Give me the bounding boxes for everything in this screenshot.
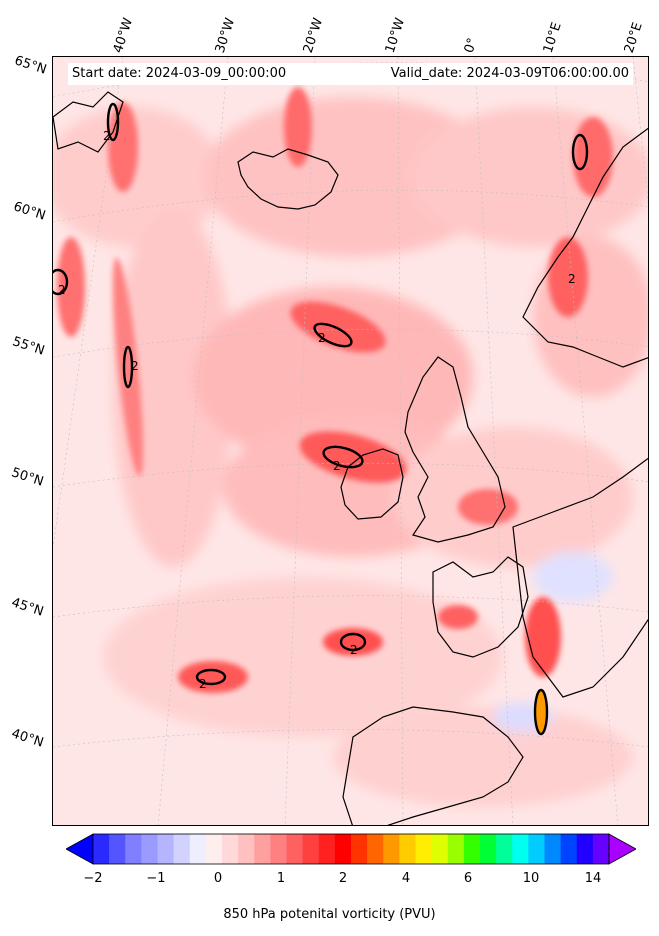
colorbar-tick-label: 14 bbox=[584, 871, 602, 886]
colorbar-swatch bbox=[560, 834, 578, 864]
colorbar-tick-label: 4 bbox=[401, 871, 411, 886]
britain-coast bbox=[404, 356, 506, 543]
colorbar-swatch bbox=[238, 834, 255, 864]
colorbar-swatch bbox=[480, 834, 497, 864]
colorbar-swatch bbox=[431, 834, 449, 864]
contour-label: 2 bbox=[199, 677, 207, 691]
pv-field-map bbox=[53, 57, 648, 825]
norway-coast bbox=[522, 127, 648, 368]
lon-label-20e: 20°E bbox=[621, 20, 646, 55]
lon-label-20w: 20°W bbox=[300, 16, 327, 55]
contour-label: 2 bbox=[318, 331, 326, 345]
lon-label-10e: 10°E bbox=[540, 20, 565, 55]
pv-2-contours bbox=[53, 102, 589, 736]
colorbar-swatch bbox=[93, 834, 110, 864]
colorbar-swatch bbox=[576, 834, 594, 864]
contour-label: 2 bbox=[103, 129, 111, 143]
colorbar-swatch bbox=[415, 834, 433, 864]
contour-label: 2 bbox=[58, 283, 66, 297]
colorbar-swatch bbox=[205, 834, 223, 864]
colorbar-swatch bbox=[254, 834, 271, 864]
europe-mainland bbox=[512, 457, 648, 698]
colorbar-tick-label: 10 bbox=[522, 871, 540, 886]
colorbar-swatch bbox=[399, 834, 416, 864]
colorbar-swatch bbox=[592, 834, 610, 864]
colorbar-swatch bbox=[302, 834, 320, 864]
colorbar-swatch bbox=[157, 834, 175, 864]
lat-label-40n: 40°N bbox=[9, 726, 46, 751]
colorbar bbox=[66, 833, 636, 865]
colorbar-tick-label: 1 bbox=[276, 871, 286, 886]
colorbar-swatch bbox=[286, 834, 304, 864]
colorbar-tick-label: 2 bbox=[338, 871, 348, 886]
colorbar-swatch bbox=[125, 834, 142, 864]
colorbar-swatch bbox=[189, 834, 207, 864]
colorbar-swatch bbox=[109, 834, 126, 864]
coastlines bbox=[53, 91, 648, 825]
colorbar-tick-label: −2 bbox=[83, 871, 103, 886]
colorbar-swatch bbox=[141, 834, 158, 864]
contour-label: 2 bbox=[350, 643, 358, 657]
info-bar: Start date: 2024-03-09_00:00:00 Valid_da… bbox=[68, 63, 633, 85]
colorbar-swatch bbox=[318, 834, 336, 864]
colorbar-swatch bbox=[334, 834, 352, 864]
iberia-coast bbox=[342, 706, 524, 825]
ireland-coast bbox=[340, 448, 404, 520]
colorbar-over-arrow bbox=[608, 833, 636, 865]
pv-maxima bbox=[57, 87, 613, 693]
iceland-coast bbox=[237, 148, 339, 210]
colorbar-swatch bbox=[222, 834, 239, 864]
contour-label: 2 bbox=[568, 272, 576, 286]
colorbar-swatch bbox=[173, 834, 191, 864]
lat-label-60n: 60°N bbox=[11, 199, 48, 224]
lon-label-30w: 30°W bbox=[212, 16, 239, 55]
lon-label-0: 0° bbox=[461, 36, 481, 55]
lat-label-55n: 55°N bbox=[10, 334, 47, 359]
valid-date-text: Valid_date: 2024-03-09T06:00:00.00 bbox=[390, 66, 629, 81]
lon-label-40w: 40°W bbox=[110, 16, 137, 55]
colorbar-under-arrow bbox=[66, 833, 94, 865]
colorbar-tick-label: 6 bbox=[463, 871, 473, 886]
contour-label: 2 bbox=[131, 359, 139, 373]
colorbar-tick-label: −1 bbox=[146, 871, 166, 886]
lat-label-50n: 50°N bbox=[9, 465, 46, 490]
contour-label: 2 bbox=[333, 459, 341, 473]
colorbar-swatch bbox=[270, 834, 287, 864]
colorbar-label: 850 hPa potenital vorticity (PVU) bbox=[223, 907, 436, 922]
colorbar-frame bbox=[92, 833, 610, 865]
colorbar-swatch bbox=[463, 834, 481, 864]
colorbar-swatch bbox=[367, 834, 384, 864]
colorbar-swatch bbox=[447, 834, 465, 864]
lat-label-45n: 45°N bbox=[9, 595, 46, 620]
lon-label-10w: 10°W bbox=[382, 16, 409, 55]
colorbar-swatch bbox=[512, 834, 529, 864]
lat-label-65n: 65°N bbox=[12, 53, 49, 78]
map-panel[interactable]: 2 2 2 2 2 2 2 2 bbox=[52, 56, 649, 826]
colorbar-swatch bbox=[528, 834, 545, 864]
colorbar-swatch bbox=[351, 834, 368, 864]
colorbar-swatch bbox=[496, 834, 513, 864]
colorbar-tick-label: 0 bbox=[213, 871, 223, 886]
colorbar-swatch bbox=[544, 834, 562, 864]
colorbar-swatch bbox=[383, 834, 400, 864]
start-date-text: Start date: 2024-03-09_00:00:00 bbox=[72, 66, 287, 81]
